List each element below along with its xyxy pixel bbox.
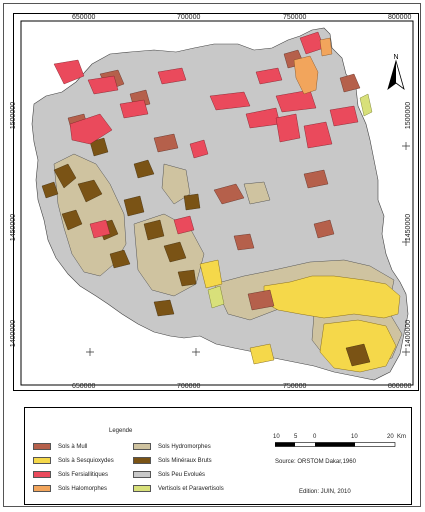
x-tick-top: 800000 <box>388 14 412 21</box>
y-tick-right: 1400000 <box>405 319 413 348</box>
legend-label: Vertisols et Paravertisols <box>158 485 224 492</box>
region-sols-sesquioxydes <box>199 259 401 373</box>
x-tick-bottom: 750000 <box>283 383 307 390</box>
scale-tick-label: 0 <box>313 434 317 440</box>
legend-item: Sols Fersiallitiques <box>33 470 108 479</box>
edition-note: Edition: JUIN, 2010 <box>299 489 351 495</box>
legend-label: Sols Peu Evolués <box>158 471 206 478</box>
legend-swatch <box>33 457 51 464</box>
y-tick-left: 1500000 <box>10 101 18 130</box>
legend-panel: Legende Sols à Mull Sols à Sesquioxydes … <box>24 407 412 505</box>
scale-unit: Km <box>397 434 406 440</box>
legend-label: Sols Fersiallitiques <box>58 471 109 478</box>
y-tick-left: 1450000 <box>10 213 18 242</box>
y-tick-left: 1400000 <box>10 319 18 348</box>
legend-title: Legende <box>109 428 133 434</box>
legend-label: Sols Minéraux Bruts <box>158 457 212 464</box>
legend-swatch <box>33 485 51 492</box>
soil-map[interactable] <box>14 14 420 392</box>
source-note: Source: ORSTOM Dakar,1960 <box>275 459 356 465</box>
legend-swatch <box>33 471 51 478</box>
scale-bar: 10 5 0 10 20 Km <box>273 434 406 448</box>
legend-label: Sols Hydromorphes <box>158 443 211 450</box>
x-tick-top: 650000 <box>72 14 96 21</box>
legend-item: Sols Halomorphes <box>33 484 107 493</box>
legend-label: Sols Halomorphes <box>58 485 108 492</box>
scale-bar-graphic <box>275 442 396 447</box>
legend-label: Sols à Mull <box>58 443 88 450</box>
legend-swatch <box>133 485 151 492</box>
north-label: N <box>393 54 398 61</box>
x-tick-bottom: 650000 <box>72 383 96 390</box>
scale-tick-label: 20 <box>387 434 394 440</box>
legend-item: Sols à Mull <box>33 442 87 451</box>
scale-tick-label: 10 <box>351 434 358 440</box>
y-tick-right: 1500000 <box>405 101 413 130</box>
legend-item: Vertisols et Paravertisols <box>133 484 224 493</box>
x-tick-top: 750000 <box>283 14 307 21</box>
y-tick-right: 1450000 <box>405 213 413 242</box>
legend-swatch <box>33 443 51 450</box>
legend-item: Sols Hydromorphes <box>133 442 211 451</box>
north-arrow-icon: N <box>387 54 405 91</box>
region-sols-fersiallitiques <box>53 31 359 239</box>
legend-item: Sols Minéraux Bruts <box>133 456 212 465</box>
map-sheet: 650000 700000 750000 800000 650000 70000… <box>3 3 421 507</box>
legend-label: Sols à Sesquioxydes <box>58 457 114 464</box>
legend-swatch <box>133 457 151 464</box>
region-vertisols <box>207 93 373 309</box>
scale-tick-label: 5 <box>294 434 298 440</box>
x-tick-top: 700000 <box>177 14 201 21</box>
x-tick-bottom: 700000 <box>177 383 201 390</box>
map-neatline <box>20 20 414 386</box>
scale-tick-label: 10 <box>273 434 280 440</box>
legend-swatch <box>133 471 151 478</box>
x-tick-bottom: 800000 <box>388 383 412 390</box>
map-frame: 650000 700000 750000 800000 650000 70000… <box>10 13 420 392</box>
legend-item: Sols à Sesquioxydes <box>33 456 114 465</box>
region-sols-halomorphes <box>293 37 333 95</box>
legend-item: Sols Peu Evolués <box>133 470 205 479</box>
legend-swatch <box>133 443 151 450</box>
